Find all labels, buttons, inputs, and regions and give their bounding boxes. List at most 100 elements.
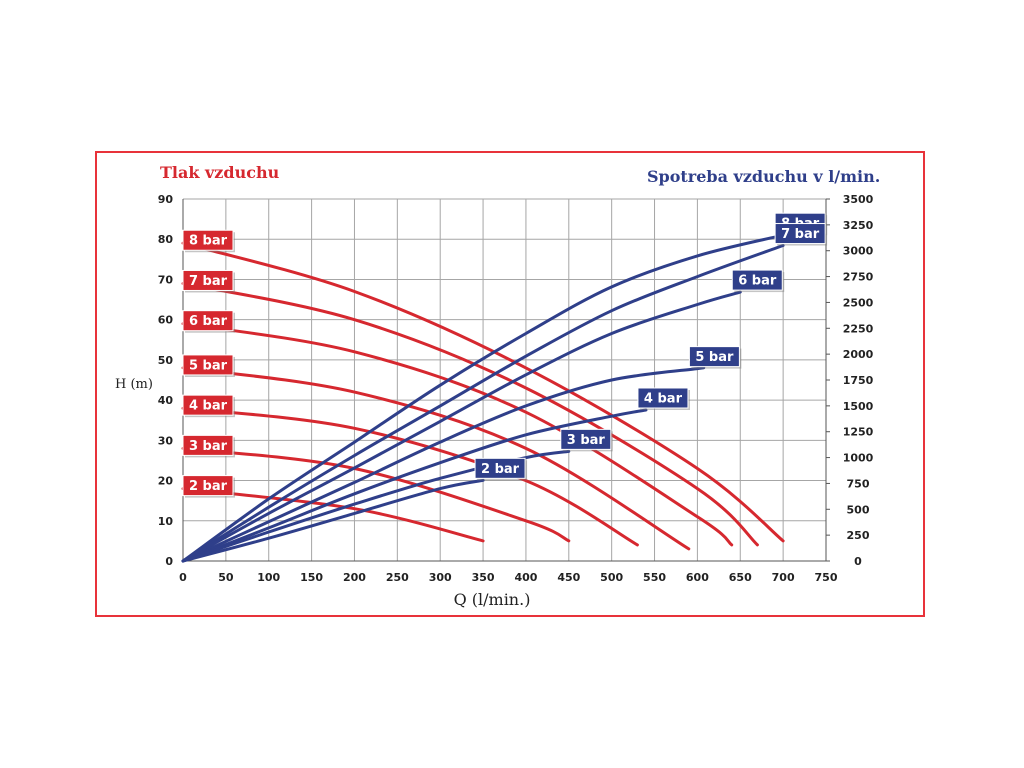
consumption-curve xyxy=(181,408,648,563)
pressure-curves xyxy=(181,241,785,551)
y-right-tick-label: 3000 xyxy=(843,245,874,258)
consumption-label: 7 bar xyxy=(774,223,828,246)
consumption-curves xyxy=(181,233,785,563)
x-tick-label: 250 xyxy=(386,571,409,584)
x-tick-label: 750 xyxy=(815,571,838,584)
x-tick-label: 600 xyxy=(686,571,709,584)
y-right-tick-label: 250 xyxy=(847,529,870,542)
consumption-label-box xyxy=(637,387,689,409)
y-right-tick-label: 500 xyxy=(847,503,870,516)
chart-title-left: Tlak vzduchu xyxy=(160,163,280,182)
pressure-label-text: 5 bar xyxy=(189,358,228,373)
pressure-label: 4 bar xyxy=(182,394,235,418)
consumption-label: 2 bar xyxy=(474,457,528,481)
y-right-tick-label: 750 xyxy=(847,477,870,490)
pressure-label-box xyxy=(182,434,234,456)
consumption-label-text: 7 bar xyxy=(781,227,820,242)
pressure-label-text: 7 bar xyxy=(189,274,228,289)
x-tick-label: 450 xyxy=(557,571,580,584)
y-right-tick-label: 3500 xyxy=(843,193,874,206)
pressure-label: 6 bar xyxy=(182,310,235,333)
pressure-label-text: 4 bar xyxy=(189,399,228,414)
consumption-label: 4 bar xyxy=(637,387,690,410)
pressure-label: 7 bar xyxy=(182,269,235,293)
pressure-label-text: 6 bar xyxy=(189,314,228,329)
y-left-tick-label: 20 xyxy=(158,475,174,488)
x-tick-label: 0 xyxy=(179,571,187,584)
y-axis-title-left: H (m) xyxy=(115,377,153,392)
y-right-tick-label: 0 xyxy=(854,555,862,568)
consumption-label-box xyxy=(774,223,826,245)
pressure-label: 2 bar xyxy=(182,475,235,498)
x-tick-label: 500 xyxy=(600,571,623,584)
y-left-tick-label: 60 xyxy=(158,314,174,327)
consumption-label-text: 6 bar xyxy=(738,274,777,289)
y-left-tick-label: 10 xyxy=(158,515,174,528)
consumption-label: 3 bar xyxy=(560,428,613,452)
pressure-label-box xyxy=(182,229,234,251)
pressure-curve xyxy=(181,446,571,543)
x-tick-label: 50 xyxy=(218,571,234,584)
consumption-curve xyxy=(181,449,571,563)
y-right-tick-label: 1000 xyxy=(843,452,874,465)
x-tick-label: 100 xyxy=(257,571,280,584)
x-tick-label: 700 xyxy=(772,571,795,584)
y-left-tick-label: 30 xyxy=(158,434,174,447)
consumption-curve xyxy=(181,233,785,563)
pressure-curve xyxy=(181,322,734,547)
pressure-label-box xyxy=(182,394,234,416)
chart-svg: Tlak vzduchu Spotreba vzduchu v l/min. H… xyxy=(115,163,880,609)
pressure-label-text: 2 bar xyxy=(189,479,228,494)
consumption-curve xyxy=(181,290,742,563)
consumption-curve xyxy=(181,478,485,563)
pressure-label-box xyxy=(182,354,234,376)
pressure-label: 3 bar xyxy=(182,434,235,458)
chart-frame: Tlak vzduchu Spotreba vzduchu v l/min. H… xyxy=(95,151,925,617)
ticks: 0 50 100 150 200 250 300 350 400 450 500 550 600 650 7… xyxy=(158,193,874,584)
y-right-tick-label: 3250 xyxy=(843,219,874,232)
consumption-label-text: 3 bar xyxy=(567,433,606,448)
pressure-label-text: 3 bar xyxy=(189,439,228,454)
y-left-tick-label: 90 xyxy=(158,193,174,206)
x-tick-label: 150 xyxy=(300,571,323,584)
y-right-tick-label: 2500 xyxy=(843,296,874,309)
consumption-label-box xyxy=(560,428,612,450)
y-right-tick-label: 1500 xyxy=(843,400,874,413)
pressure-label: 5 bar xyxy=(182,354,235,377)
x-tick-label: 200 xyxy=(343,571,366,584)
y-right-tick-label: 2750 xyxy=(843,271,874,284)
y-left-tick-label: 50 xyxy=(158,354,174,367)
y-right-tick-label: 1750 xyxy=(843,374,874,387)
pressure-label-box xyxy=(182,475,234,497)
pressure-curve xyxy=(181,282,759,547)
chart-title-right: Spotreba vzduchu v l/min. xyxy=(647,167,880,186)
pressure-label-box xyxy=(182,310,234,332)
y-right-tick-label: 2000 xyxy=(843,348,874,361)
y-left-tick-label: 40 xyxy=(158,394,174,407)
y-right-tick-label: 2250 xyxy=(843,322,874,335)
pressure-label-text: 8 bar xyxy=(189,234,228,249)
x-tick-label: 400 xyxy=(514,571,537,584)
y-left-tick-label: 70 xyxy=(158,273,174,286)
consumption-label-text: 5 bar xyxy=(695,350,734,365)
consumption-curve xyxy=(181,366,706,563)
consumption-curve xyxy=(181,244,785,563)
consumption-label: 6 bar xyxy=(731,269,785,293)
x-axis-title: Q (l/min.) xyxy=(454,590,531,609)
consumption-label-text: 2 bar xyxy=(481,462,520,477)
y-left-tick-label: 80 xyxy=(158,233,174,246)
pressure-label-box xyxy=(182,269,234,291)
y-left-tick-label: 0 xyxy=(165,555,173,568)
consumption-label-box xyxy=(688,346,740,368)
x-tick-label: 350 xyxy=(472,571,495,584)
pressure-label: 8 bar xyxy=(182,229,235,253)
x-tick-label: 550 xyxy=(643,571,666,584)
y-right-tick-label: 1250 xyxy=(843,426,874,439)
pressure-curve xyxy=(181,241,785,543)
consumption-label: 5 bar xyxy=(688,346,742,369)
consumption-label-box xyxy=(474,457,526,479)
x-tick-label: 300 xyxy=(429,571,452,584)
consumption-label-box xyxy=(731,269,783,291)
consumption-label-text: 4 bar xyxy=(644,391,683,406)
